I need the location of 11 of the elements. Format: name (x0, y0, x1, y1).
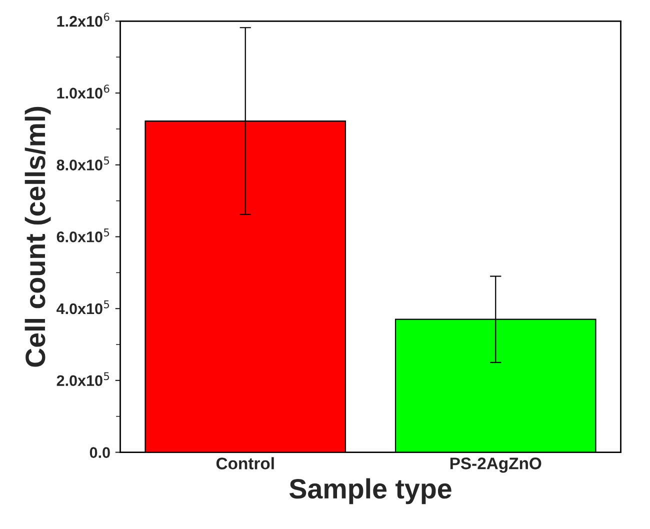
x-tick-label: Control (216, 457, 274, 470)
y-axis-title: Cell count (cells/ml) (24, 106, 51, 367)
y-tick-label: 1.2x10$^{6}$ (57, 12, 110, 27)
x-tick-label: PS-2AgZnO (450, 458, 542, 473)
x-axis-title: Sample type (289, 478, 452, 504)
y-tick-label: 2.0x10$^{5}$ (56, 372, 110, 386)
y-tick-label: 4.0x10$^{5}$ (56, 300, 110, 314)
y-tick-label: 1.0x10$^{6}$ (57, 84, 110, 99)
y-tick-label: 0.0 (90, 447, 110, 458)
y-tick-label: 6.0x10$^{5}$ (56, 228, 110, 242)
y-tick-label: 8.0x10$^{5}$ (56, 156, 110, 170)
